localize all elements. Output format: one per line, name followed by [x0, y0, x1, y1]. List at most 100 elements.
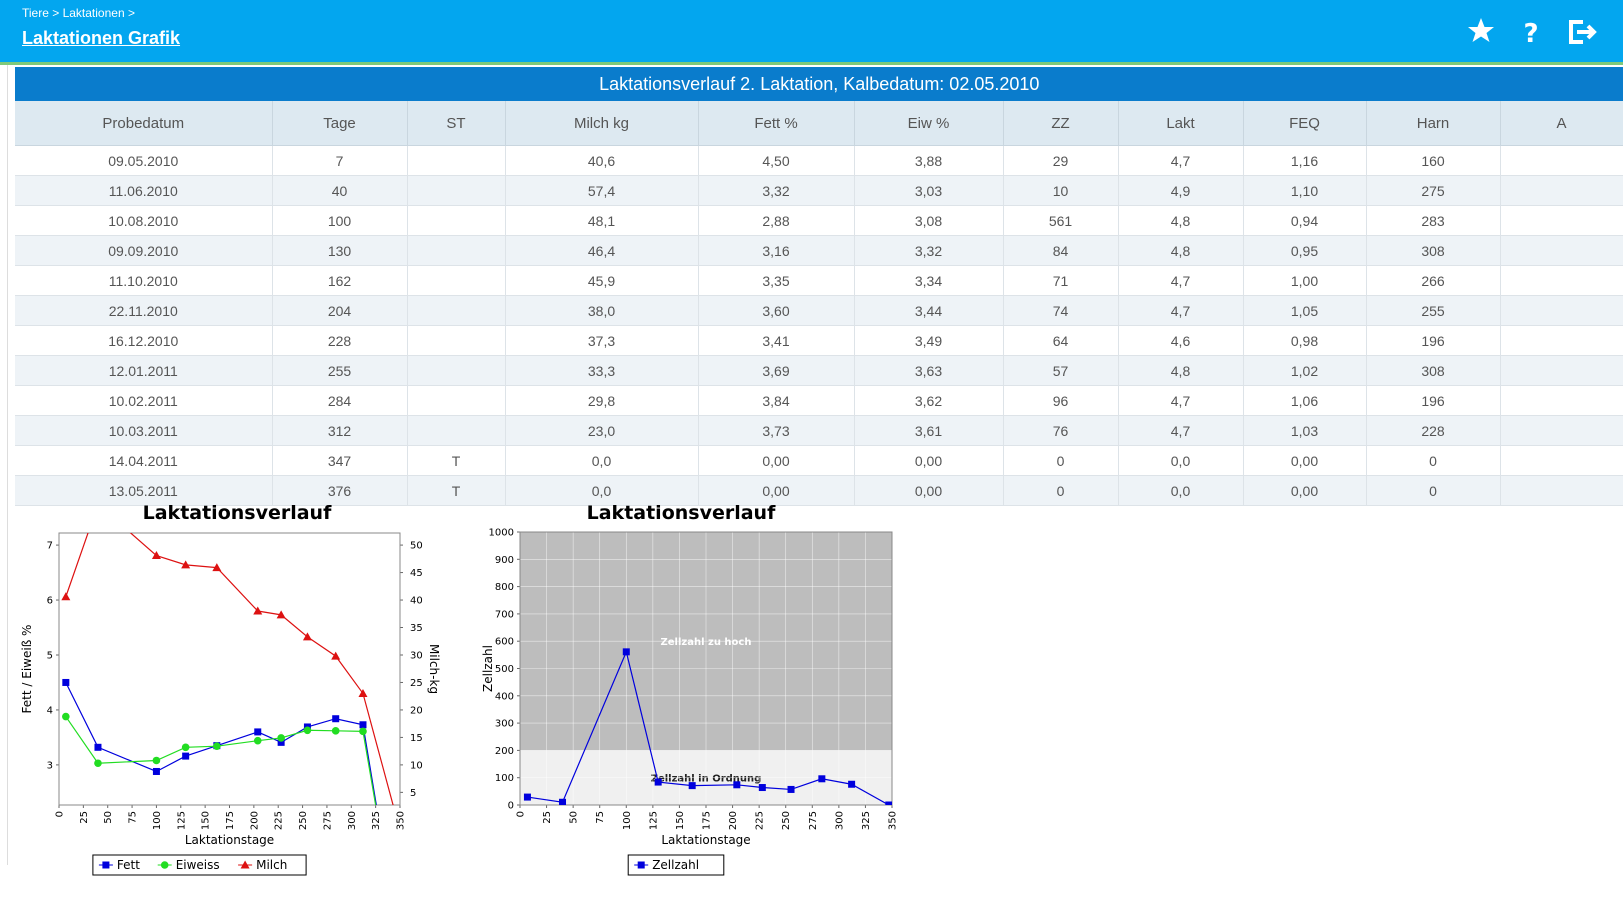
marker — [787, 785, 795, 793]
marker — [523, 793, 531, 801]
table-cell — [407, 385, 506, 416]
breadcrumb[interactable]: Tiere > Laktationen > — [22, 6, 135, 20]
table-cell: 57 — [1003, 355, 1119, 386]
x-tick-label: 25 — [542, 811, 553, 824]
table-cell: 196 — [1366, 385, 1501, 416]
marker — [733, 781, 741, 789]
column-header[interactable]: Lakt — [1118, 101, 1244, 146]
table-cell: 1,00 — [1243, 265, 1367, 296]
help-icon[interactable]: ? — [1523, 19, 1538, 49]
y-tick-label: 0 — [508, 801, 514, 812]
table-cell: 09.05.2010 — [15, 145, 273, 176]
column-header[interactable]: FEQ — [1243, 101, 1367, 146]
table-cell: 130 — [272, 235, 408, 266]
column-header[interactable]: A — [1500, 101, 1623, 146]
table-cell: 4,9 — [1118, 175, 1244, 206]
table-cell: 40 — [272, 175, 408, 206]
favorite-icon[interactable] — [1468, 18, 1494, 42]
table-cell: 0,98 — [1243, 325, 1367, 356]
y2-tick-label: 40 — [410, 596, 423, 607]
table-cell: 4,7 — [1118, 295, 1244, 326]
marker — [94, 743, 102, 751]
table-cell: 255 — [272, 355, 408, 386]
y-axis-label: Zellzahl — [481, 645, 495, 692]
x-tick-label: 250 — [298, 811, 309, 830]
table-cell: 0,00 — [854, 475, 1004, 506]
legend-box — [92, 854, 307, 876]
legend-label: Fett — [117, 858, 140, 872]
marker — [276, 610, 286, 619]
table-cell: 3,60 — [698, 295, 855, 326]
table-cell: 0,00 — [698, 475, 855, 506]
table-cell — [1500, 355, 1623, 386]
column-header[interactable]: ST — [407, 101, 506, 146]
table-cell: 1,16 — [1243, 145, 1367, 176]
table-cell: 1,02 — [1243, 355, 1367, 386]
table-cell: 196 — [1366, 325, 1501, 356]
marker — [654, 778, 662, 786]
x-tick-label: 0 — [55, 811, 66, 817]
table-cell: 3,62 — [854, 385, 1004, 416]
table-cell — [1500, 205, 1623, 236]
y-tick-label: 600 — [495, 637, 514, 648]
table-cell — [1500, 235, 1623, 266]
y-tick-label: 4 — [47, 705, 53, 716]
charts: Laktationsverlauf34567510152025303540455… — [20, 502, 899, 876]
y-tick-label: 900 — [495, 555, 514, 566]
marker — [181, 743, 190, 752]
column-header[interactable]: ZZ — [1003, 101, 1119, 146]
x-tick-label: 325 — [371, 811, 382, 830]
logout-icon[interactable] — [1569, 20, 1597, 44]
table-cell — [1500, 265, 1623, 296]
table-cell: 7 — [272, 145, 408, 176]
sidebar-edge — [7, 65, 8, 865]
column-header[interactable]: Harn — [1366, 101, 1501, 146]
legend-box — [627, 854, 725, 876]
x-tick-label: 275 — [808, 811, 819, 830]
x-tick-label: 200 — [249, 811, 260, 830]
y-tick-label: 3 — [47, 760, 53, 771]
table-row: 14.04.2011 347 T 0,0 0,00 0,00 0 0,0 0,00 0 — [15, 445, 1623, 476]
column-header[interactable]: Probedatum — [15, 101, 273, 146]
column-header[interactable]: Tage — [272, 101, 408, 146]
marker — [848, 780, 856, 788]
table-cell — [407, 205, 506, 236]
table-cell: 11.06.2010 — [15, 175, 273, 206]
column-header[interactable]: Fett % — [698, 101, 855, 146]
table-cell: 29,8 — [505, 385, 699, 416]
y-tick-label: 800 — [495, 582, 514, 593]
y-tick-label: 700 — [495, 609, 514, 620]
y-tick-label: 500 — [495, 664, 514, 675]
column-header[interactable]: Eiw % — [854, 101, 1004, 146]
column-header[interactable]: Milch kg — [505, 101, 699, 146]
table-cell: 3,73 — [698, 415, 855, 446]
table-body: 09.05.2010 7 40,6 4,50 3,88 29 4,7 1,16 160 11.06… — [15, 145, 1623, 506]
marker — [213, 742, 221, 751]
table-row: 13.05.2011 376 T 0,0 0,00 0,00 0 0,0 0,00 0 — [15, 475, 1623, 506]
y-tick-label: 6 — [47, 596, 53, 607]
table-cell: 71 — [1003, 265, 1119, 296]
table-cell: 266 — [1366, 265, 1501, 296]
x-tick-label: 325 — [861, 811, 872, 830]
header-icons: ? — [1468, 18, 1597, 49]
marker — [253, 736, 262, 745]
table-cell — [1500, 145, 1623, 176]
table-cell: 0,00 — [1243, 475, 1367, 506]
y2-axis-label: Milch-kg — [427, 644, 441, 694]
table-cell — [1500, 295, 1623, 326]
marker — [559, 798, 567, 805]
table-cell — [407, 355, 506, 386]
x-tick-label: 0 — [516, 811, 527, 817]
x-tick-label: 125 — [648, 811, 659, 830]
table-cell: 10.08.2010 — [15, 205, 273, 236]
series-line — [65, 682, 377, 805]
table-cell: 1,03 — [1243, 415, 1367, 446]
page-title[interactable]: Laktationen Grafik — [22, 28, 181, 48]
marker — [62, 712, 70, 721]
table-cell: 4,7 — [1118, 265, 1244, 296]
chart-title: Laktationsverlauf — [143, 502, 332, 524]
table-cell: 3,49 — [854, 325, 1004, 356]
table-cell — [1500, 175, 1623, 206]
table-cell: 22.11.2010 — [15, 295, 273, 326]
table-cell — [407, 295, 506, 326]
